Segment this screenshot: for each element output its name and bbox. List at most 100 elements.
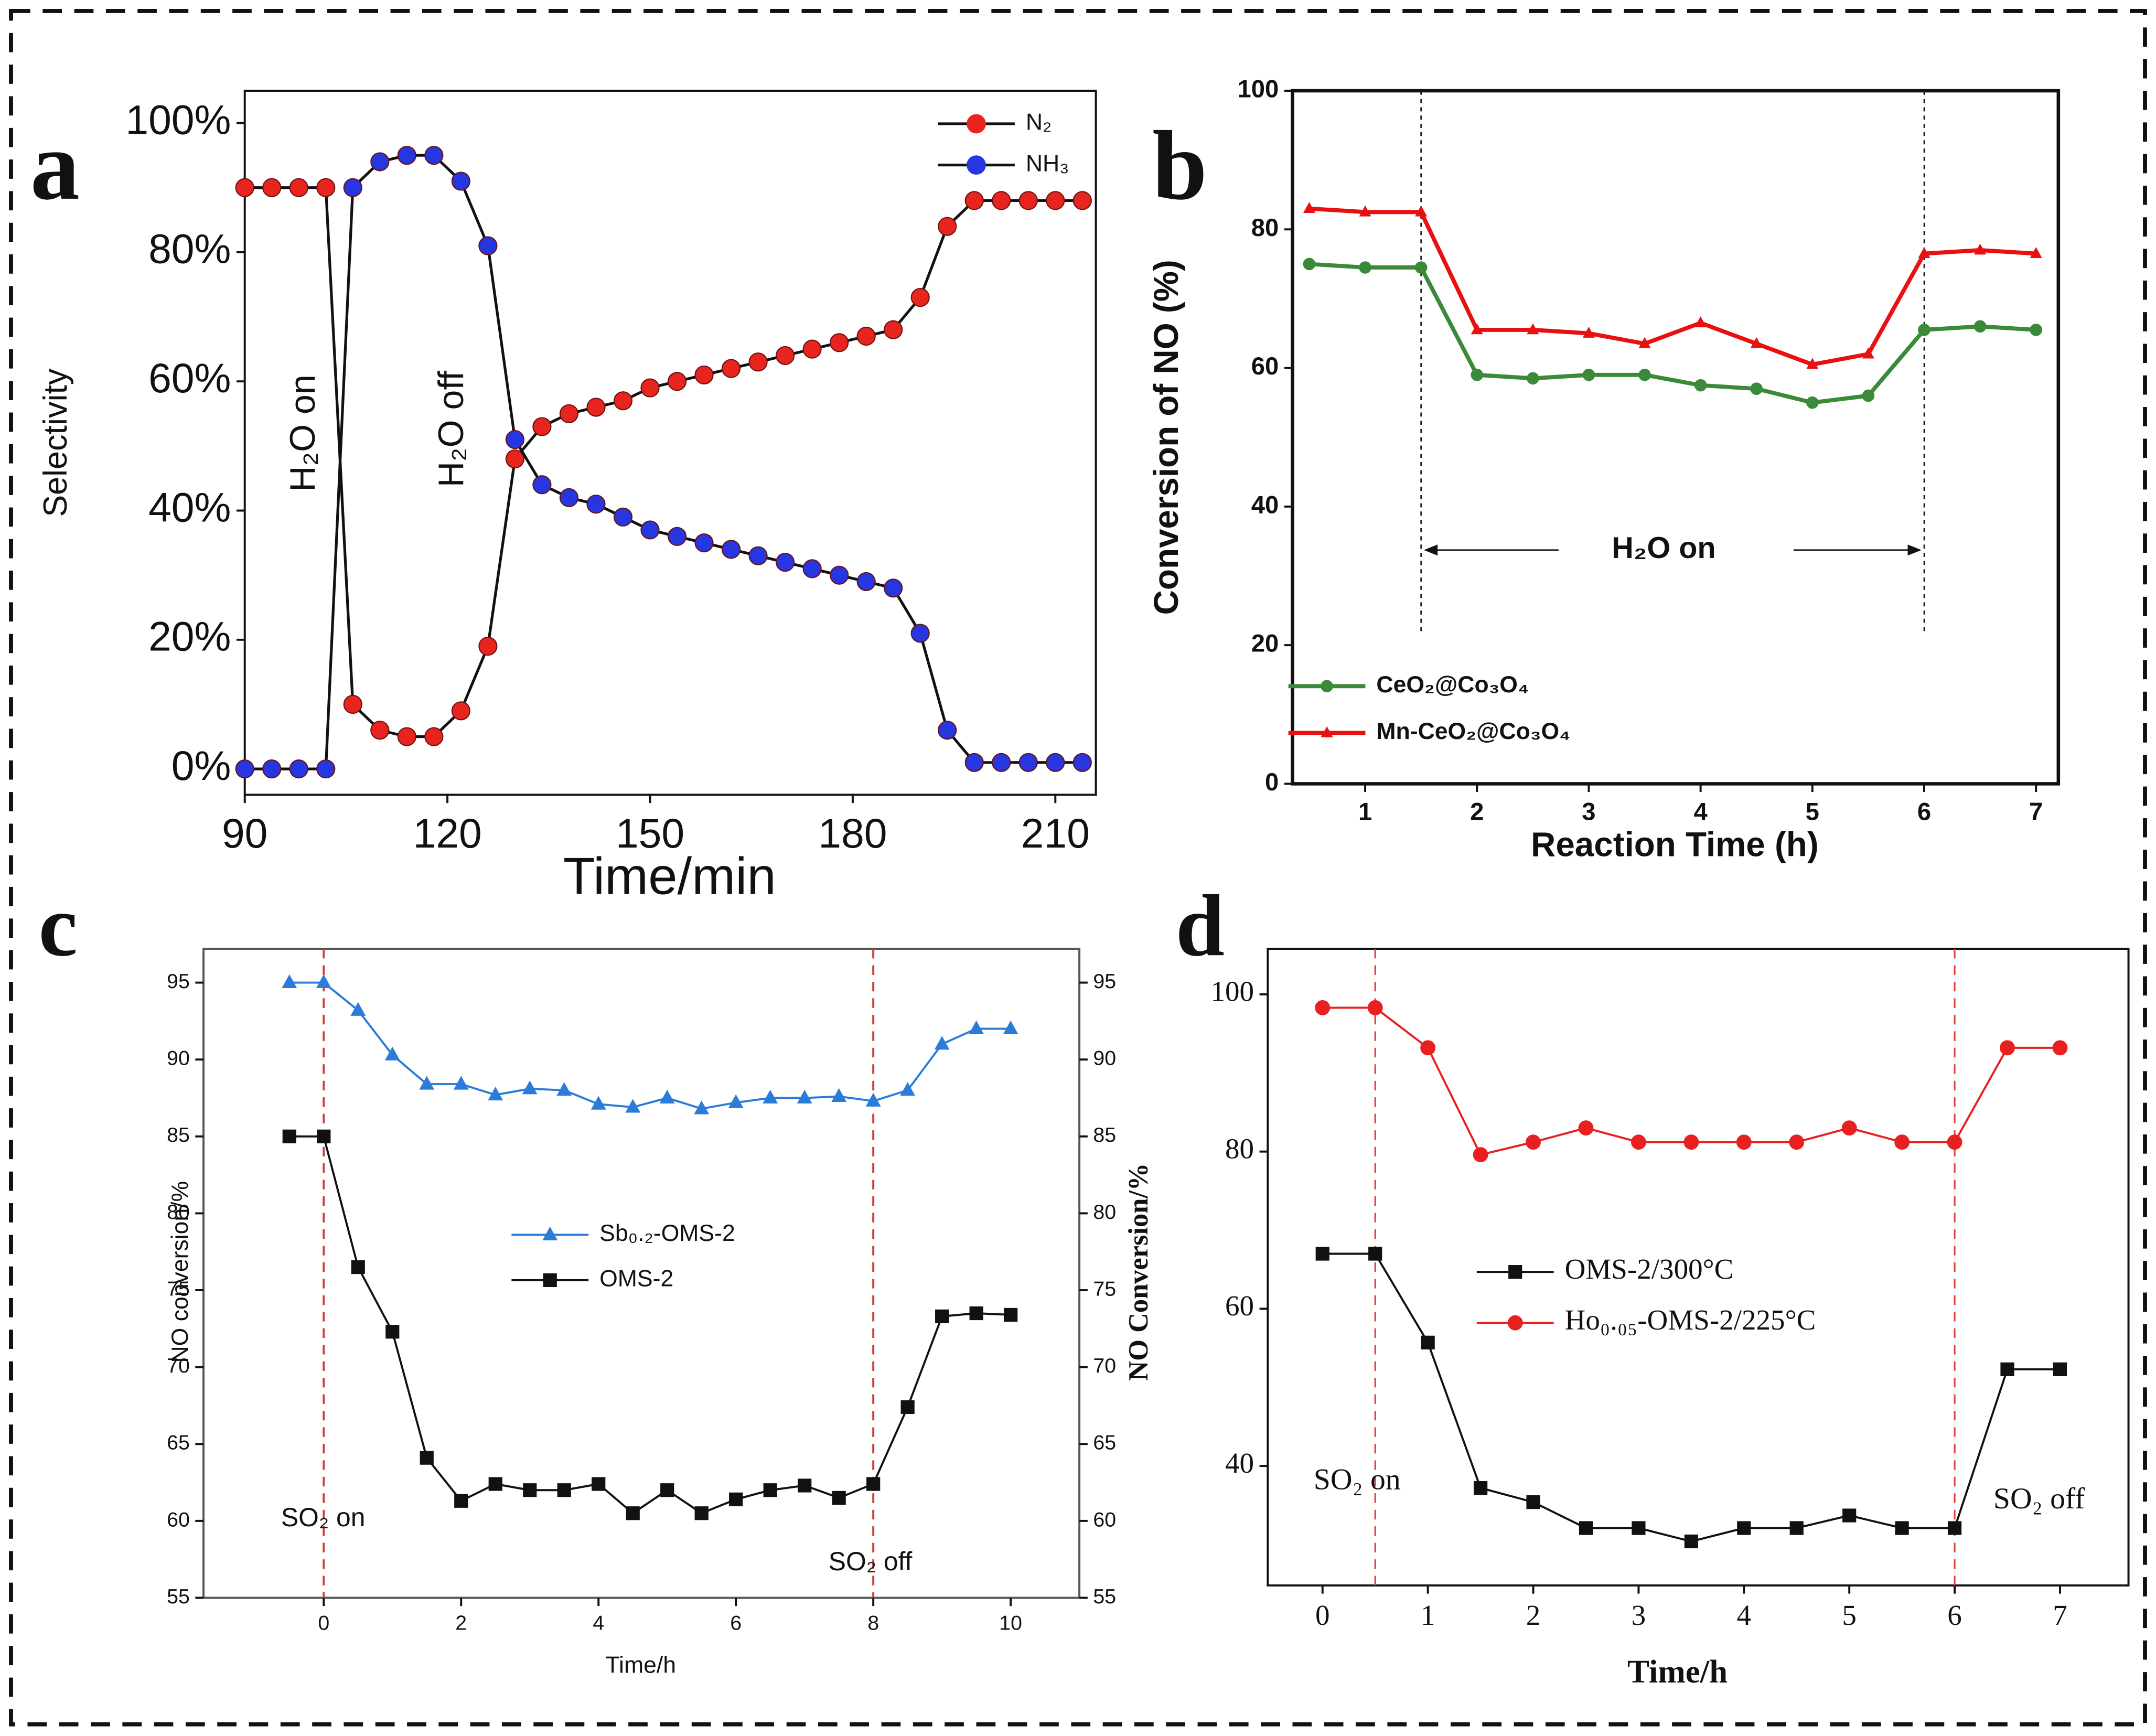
data-point: [1894, 1134, 1910, 1150]
data-point: [1842, 1508, 1857, 1523]
x-tick-label: 6: [1947, 1599, 1962, 1631]
data-point: [1315, 1247, 1329, 1261]
data-point: [1420, 1040, 1436, 1056]
data-point: [453, 1076, 469, 1090]
data-point: [1018, 191, 1038, 210]
data-point: [2053, 1362, 2067, 1376]
data-point: [1046, 191, 1065, 210]
data-point: [1004, 1308, 1018, 1322]
data-point: [1367, 1000, 1383, 1015]
data-point: [1947, 1134, 1962, 1150]
data-point: [454, 1494, 468, 1508]
legend-label: N₂: [1026, 110, 1052, 135]
data-point: [1638, 369, 1651, 381]
x-tick-label: 5: [1806, 798, 1819, 826]
data-point: [488, 1477, 502, 1491]
data-point: [1414, 261, 1428, 274]
y-tick-label: 0%: [171, 743, 231, 789]
x-tick-label: 4: [1694, 798, 1708, 826]
data-point: [884, 578, 903, 598]
panel-letter: b: [1152, 111, 1207, 220]
plot-frame: [1267, 948, 2130, 1587]
data-point: [397, 146, 416, 165]
legend-marker: [967, 155, 986, 175]
data-point: [748, 352, 768, 372]
y-tick-label: 95: [167, 970, 190, 993]
data-point: [1421, 1335, 1435, 1349]
data-point: [1973, 320, 1987, 333]
data-point: [1694, 316, 1707, 328]
data-point: [660, 1483, 674, 1497]
y-tick-label: 80: [1251, 214, 1279, 242]
data-point: [370, 721, 390, 740]
data-point: [802, 339, 822, 359]
legend-label: Mn-CeO₂@Co₃O₄: [1376, 719, 1570, 744]
data-point: [865, 1092, 881, 1107]
legend-label: NH₃: [1026, 151, 1069, 176]
data-point: [659, 1089, 675, 1103]
plot-frame: [1291, 89, 2061, 786]
y-tick-label: 60: [1225, 1290, 1254, 1322]
data-point: [900, 1082, 916, 1096]
data-point: [831, 1088, 847, 1102]
legend-marker: [967, 114, 986, 134]
data-point: [613, 391, 633, 411]
arrow-head: [1907, 544, 1922, 556]
data-point: [1018, 753, 1038, 772]
data-point: [317, 1129, 331, 1143]
data-point: [316, 759, 336, 779]
x-tick-label: 7: [2053, 1599, 2067, 1631]
data-point: [343, 178, 362, 197]
data-point: [419, 1076, 435, 1090]
data-point: [351, 1260, 365, 1274]
data-point: [935, 1309, 949, 1323]
data-point: [1315, 1000, 1331, 1015]
data-point: [613, 507, 633, 527]
data-point: [938, 721, 957, 740]
data-point: [776, 346, 795, 366]
data-point: [2000, 1362, 2014, 1376]
y2-tick-label: 95: [1093, 970, 1116, 993]
legend-label: Ho₀.₀₅-OMS-2/225°C: [1565, 1304, 1816, 1336]
data-point: [350, 1002, 366, 1016]
plot-frame: [243, 90, 1097, 796]
y-axis-label: NO conversion/%: [167, 1181, 193, 1363]
x-tick-label: 7: [2029, 798, 2043, 826]
data-point: [1526, 1134, 1541, 1150]
legend-label: OMS-2: [599, 1266, 673, 1292]
data-point: [1737, 1521, 1751, 1535]
data-point: [934, 1036, 950, 1050]
y-tick-label: 60: [167, 1508, 190, 1531]
data-point: [478, 637, 498, 656]
data-point: [523, 1483, 537, 1497]
panel-letter: a: [30, 111, 80, 220]
data-point: [385, 1325, 400, 1339]
data-point: [802, 559, 822, 578]
data-point: [830, 333, 849, 352]
data-point: [1895, 1521, 1909, 1535]
y-tick-label: 75: [167, 1277, 190, 1300]
y2-axis-label: NO Conversion/%: [1123, 1163, 1154, 1381]
data-point: [763, 1089, 778, 1103]
data-point: [1003, 1020, 1018, 1035]
data-point: [1632, 1521, 1646, 1535]
x-tick-label: 150: [616, 810, 684, 856]
data-point: [532, 475, 552, 495]
y2-tick-label: 60: [1093, 1508, 1116, 1531]
data-point: [505, 430, 524, 449]
data-point: [522, 1080, 538, 1095]
data-point: [1750, 337, 1763, 348]
y-tick-label: 80: [167, 1201, 190, 1224]
y-tick-label: 20: [1251, 630, 1279, 658]
data-point: [1473, 1147, 1488, 1163]
data-point: [1527, 323, 1539, 335]
data-point: [992, 191, 1011, 210]
y-tick-label: 100%: [125, 97, 231, 143]
y-axis-label: Conversion of NO (%): [1147, 260, 1185, 615]
data-point: [694, 1100, 710, 1115]
data-point: [1974, 243, 1987, 255]
data-point: [559, 404, 579, 423]
data-point: [969, 1306, 983, 1321]
data-point: [586, 495, 606, 514]
